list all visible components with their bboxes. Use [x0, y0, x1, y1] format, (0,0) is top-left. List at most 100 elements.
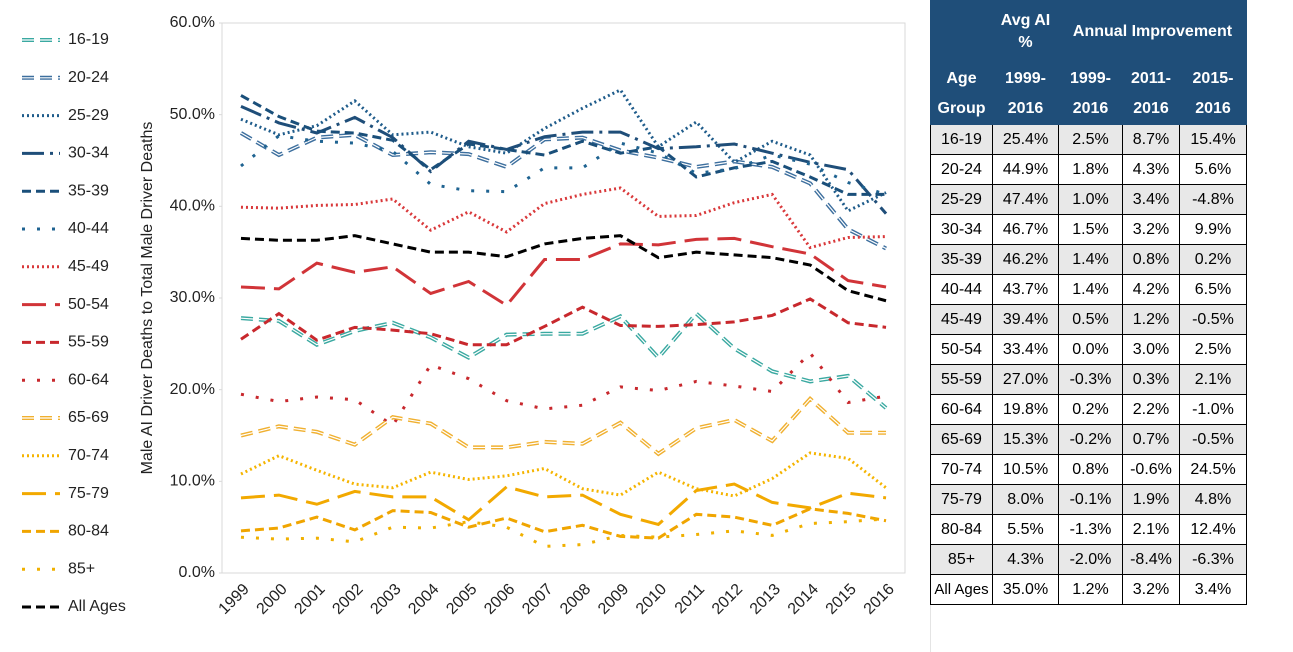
plot-frame: [221, 22, 906, 574]
series-line: [240, 517, 887, 548]
table-cell: 10.5%: [992, 454, 1059, 485]
table-cell: 19.8%: [992, 394, 1059, 425]
table-cell: 0.2%: [1179, 244, 1247, 275]
table-cell: 35-39: [930, 244, 993, 275]
table-cell: 5.6%: [1179, 154, 1247, 185]
header-cell: [930, 0, 993, 63]
series-line: [240, 134, 887, 196]
table-cell: 2.1%: [1179, 364, 1247, 395]
table-cell: 30-34: [930, 214, 993, 245]
table-cell: 70-74: [930, 454, 993, 485]
chart: Male AI Driver Deaths to Total Male Driv…: [22, 14, 906, 618]
table-cell: 2.2%: [1122, 394, 1180, 425]
x-tick-label: 2004: [405, 581, 442, 618]
x-tick-label: 2008: [557, 581, 594, 618]
table-cell: 3.2%: [1122, 574, 1180, 605]
table-cell: 25.4%: [992, 124, 1059, 155]
x-tick-label: 2010: [633, 581, 670, 618]
table-cell: -1.0%: [1179, 394, 1247, 425]
x-tick-label: 2016: [861, 581, 898, 618]
table-row: 30-34 46.7% 1.5% 3.2% 9.9%: [930, 214, 1247, 245]
legend-label: 45-49: [68, 258, 109, 275]
y-tick-label: 50.0%: [170, 106, 215, 123]
table-cell: -8.4%: [1122, 544, 1180, 575]
table-row: 45-49 39.4% 0.5% 1.2% -0.5%: [930, 304, 1247, 335]
table-cell: 44.9%: [992, 154, 1059, 185]
table-cell: 65-69: [930, 424, 993, 455]
table-cell: 3.0%: [1122, 334, 1180, 365]
y-axis-title: Male AI Driver Deaths to Total Male Driv…: [139, 122, 156, 475]
table-row: 85+ 4.3% -2.0% -8.4% -6.3%: [930, 544, 1247, 575]
series-line: [240, 297, 887, 347]
table-cell: 0.3%: [1122, 364, 1180, 395]
table-cell: -0.1%: [1058, 484, 1123, 515]
series-line-core: [240, 397, 887, 455]
table-row: 50-54 33.4% 0.0% 3.0% 2.5%: [930, 334, 1247, 365]
x-tick-label: 2002: [329, 581, 366, 618]
header-cell: 2011-2016: [1122, 62, 1180, 125]
table-cell: 35.0%: [992, 574, 1059, 605]
x-tick-label: 2003: [367, 581, 404, 618]
series-line: [240, 186, 887, 250]
series-line: [240, 507, 887, 540]
table-cell: 4.8%: [1179, 484, 1247, 515]
table-cell: -4.8%: [1179, 184, 1247, 215]
table-cell: 20-24: [930, 154, 993, 185]
x-tick-label: 1999: [216, 581, 253, 618]
table-cell: 0.0%: [1058, 334, 1123, 365]
legend-label: 30-34: [68, 145, 109, 162]
table-cell: 9.9%: [1179, 214, 1247, 245]
table-cell: 80-84: [930, 514, 993, 545]
table-cell: -0.5%: [1179, 424, 1247, 455]
table-cell: 3.4%: [1179, 574, 1247, 605]
y-tick-label: 40.0%: [170, 198, 215, 215]
table-cell: -6.3%: [1179, 544, 1247, 575]
series-line: [239, 131, 887, 251]
table-cell: 46.2%: [992, 244, 1059, 275]
series-line: [240, 396, 887, 457]
table-cell: 1.5%: [1058, 214, 1123, 245]
table-cell: 60-64: [930, 394, 993, 425]
table-cell: 85+: [930, 544, 993, 575]
table-cell: 0.8%: [1122, 244, 1180, 275]
table-row: 20-24 44.9% 1.8% 4.3% 5.6%: [930, 154, 1247, 185]
legend-label: 85+: [68, 560, 95, 577]
table-cell: 2.1%: [1122, 514, 1180, 545]
table-cell: 75-79: [930, 484, 993, 515]
legend-label: All Ages: [68, 598, 126, 615]
table-cell: 8.0%: [992, 484, 1059, 515]
series-line: [240, 350, 887, 428]
table-cell: -2.0%: [1058, 544, 1123, 575]
table-cell: 1.9%: [1122, 484, 1180, 515]
table-cell: 4.3%: [1122, 154, 1180, 185]
table-cell: 3.2%: [1122, 214, 1180, 245]
x-tick-label: 2000: [254, 581, 291, 618]
series-line: [240, 105, 888, 215]
series-line: [240, 94, 887, 196]
table-cell: 24.5%: [1179, 454, 1247, 485]
legend-label: 25-29: [68, 107, 109, 124]
table-row: 25-29 47.4% 1.0% 3.4% -4.8%: [930, 184, 1247, 215]
table-cell: 47.4%: [992, 184, 1059, 215]
series-line: [240, 236, 887, 308]
legend-label: 60-64: [68, 371, 109, 388]
legend-label: 20-24: [68, 69, 109, 86]
series-line: [240, 451, 887, 498]
table-cell: 40-44: [930, 274, 993, 305]
table-cell: -0.6%: [1122, 454, 1180, 485]
table-cell: 15.4%: [1179, 124, 1247, 155]
table-cell: 39.4%: [992, 304, 1059, 335]
table-cell: 4.3%: [992, 544, 1059, 575]
table-cell: 25-29: [930, 184, 993, 215]
legend-label: 75-79: [68, 485, 109, 502]
series-line: [240, 482, 887, 527]
table-row: All Ages 35.0% 1.2% 3.2% 3.4%: [930, 574, 1247, 605]
header-cell: Annual Improvement: [1058, 0, 1247, 63]
legend-label: 55-59: [68, 334, 109, 351]
header-cell: Avg AI %: [992, 0, 1059, 63]
x-tick-label: 2006: [481, 581, 518, 618]
header-cell: 1999-2016: [992, 62, 1059, 125]
x-tick-label: 2014: [785, 581, 822, 618]
series-line-core: [240, 312, 887, 409]
x-tick-label: 2013: [747, 581, 784, 618]
